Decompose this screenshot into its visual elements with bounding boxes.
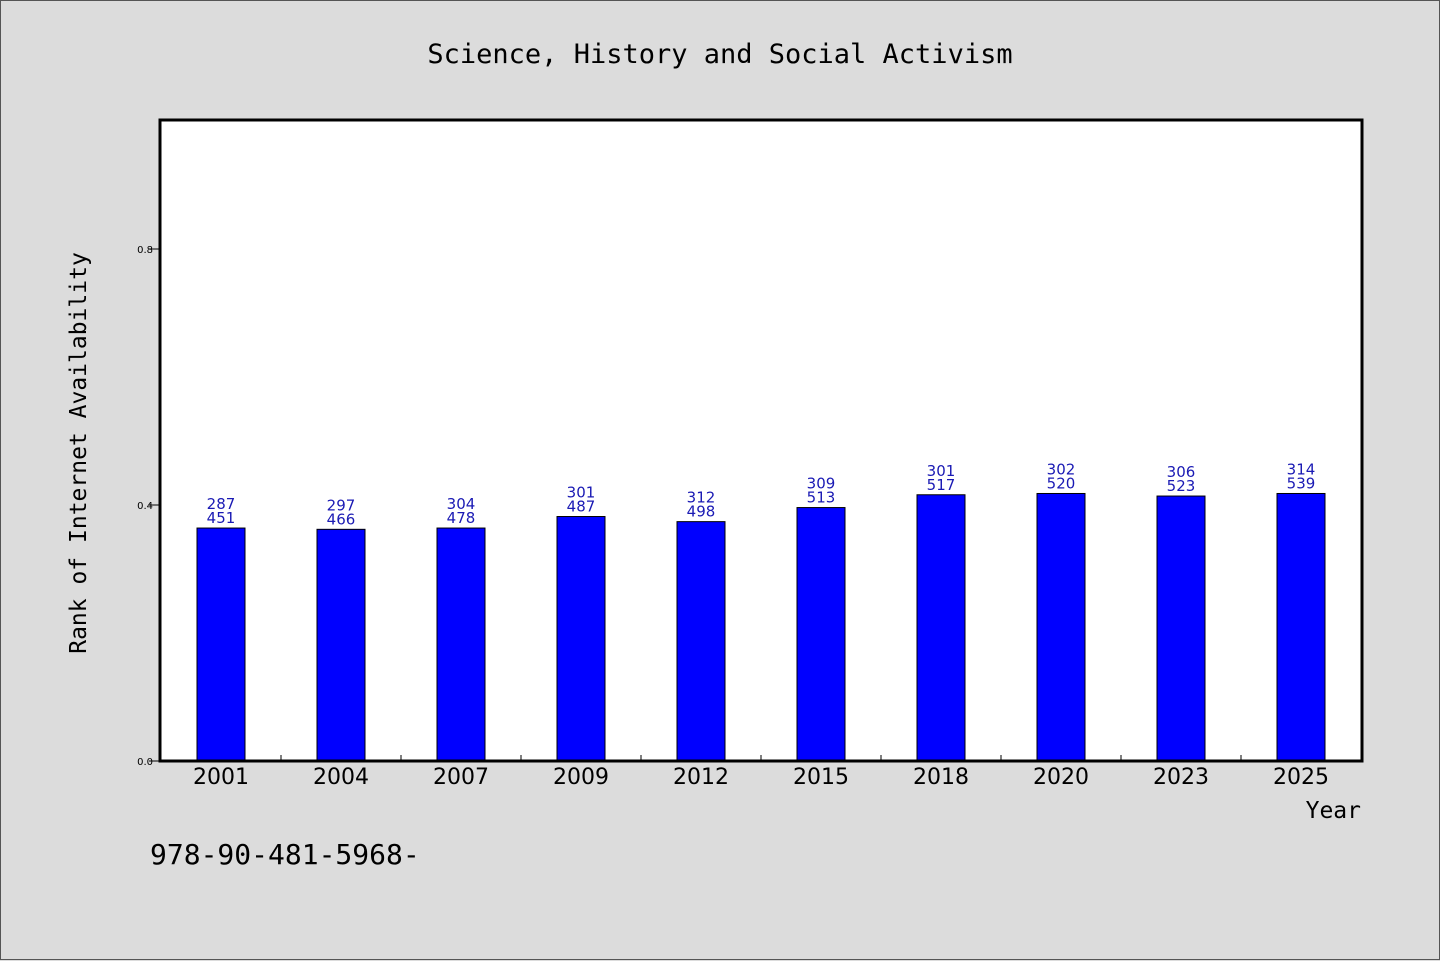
- y-tick-label: 0.4: [137, 501, 153, 512]
- data-label-bottom: 478: [447, 509, 476, 527]
- data-label-bottom: 451: [207, 509, 236, 527]
- data-label-bottom: 517: [927, 476, 956, 494]
- data-label-top: 301: [927, 462, 956, 480]
- x-tick-label: 2018: [913, 765, 969, 790]
- bar-2007: [436, 527, 486, 762]
- chart-title: Science, History and Social Activism: [427, 39, 1012, 70]
- x-tick-label: 2023: [1153, 765, 1209, 790]
- x-axis-label: Year: [1306, 798, 1361, 824]
- x-tick-label: 2020: [1033, 765, 1089, 790]
- y-axis-label: Rank of Internet Availability: [66, 252, 92, 654]
- data-label-top: 301: [567, 484, 596, 502]
- bar-2023: [1156, 495, 1206, 762]
- data-label-top: 297: [327, 496, 356, 514]
- x-tick-label: 2007: [433, 765, 489, 790]
- x-tick-label: 2012: [673, 765, 729, 790]
- data-label-bottom: 523: [1167, 477, 1196, 495]
- bar-2025: [1276, 492, 1326, 762]
- bars: [196, 492, 1326, 762]
- bar-2012: [676, 521, 726, 762]
- bar-2004: [316, 528, 366, 762]
- bar-2001: [196, 527, 246, 762]
- data-label-top: 314: [1287, 460, 1316, 478]
- data-label-top: 306: [1167, 463, 1196, 481]
- bar-2018: [916, 494, 966, 762]
- data-label-bottom: 487: [567, 498, 596, 516]
- bar-2009: [556, 516, 606, 762]
- data-label-top: 302: [1047, 460, 1076, 478]
- data-label-top: 304: [447, 495, 476, 513]
- footer-isbn-text: 978-90-481-5968-: [150, 838, 420, 871]
- data-label-bottom: 539: [1287, 474, 1316, 492]
- data-label-bottom: 520: [1047, 474, 1076, 492]
- data-label-bottom: 466: [327, 510, 356, 528]
- data-label-top: 287: [207, 495, 236, 513]
- data-label-top: 312: [687, 489, 716, 507]
- x-tick-label: 2015: [793, 765, 849, 790]
- bar-2020: [1036, 492, 1086, 762]
- data-labels: 2001287451200429746620073044782009301487…: [193, 460, 1329, 790]
- x-tick-label: 2025: [1273, 765, 1329, 790]
- data-label-bottom: 513: [807, 489, 836, 507]
- x-tick-label: 2001: [193, 765, 249, 790]
- y-tick-label: 0.0: [137, 757, 153, 768]
- x-tick-label: 2009: [553, 765, 609, 790]
- x-tick-label: 2004: [313, 765, 369, 790]
- data-label-top: 309: [807, 475, 836, 493]
- y-tick-label: 0.8: [137, 245, 153, 256]
- plot-border: [158, 118, 1364, 763]
- data-label-bottom: 498: [687, 503, 716, 521]
- bar-2015: [796, 507, 846, 762]
